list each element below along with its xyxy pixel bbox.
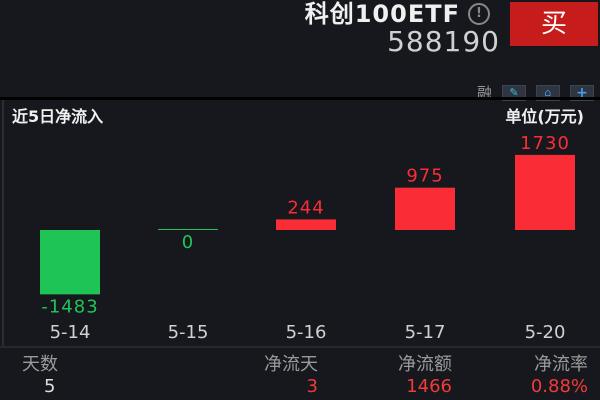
value-label: 975 (406, 166, 443, 187)
bar-5-20 (515, 154, 575, 230)
fund-name: 科创100ETF (304, 0, 460, 28)
panel-title: 近5日净流入 (12, 107, 104, 126)
stat-label-inflow-amount: 净流额 (398, 354, 452, 375)
stat-value-inflow-rate: 0.88% (530, 376, 588, 397)
x-tick-label: 5-15 (168, 322, 209, 343)
bar-5-16 (276, 219, 336, 230)
bar-5-14 (40, 230, 100, 295)
toolbar: 融 ✎ ⌂ + (477, 82, 594, 103)
stat-label-inflow-rate: 净流率 (534, 354, 588, 375)
divider (0, 97, 600, 100)
plus-icon[interactable]: + (570, 84, 594, 101)
divider (0, 346, 600, 348)
stat-value-inflow-amount: 1466 (406, 376, 452, 397)
bar-5-17 (395, 187, 455, 230)
net-inflow-panel (2, 100, 600, 346)
info-circle-icon[interactable]: ! (468, 3, 490, 25)
x-tick-label: 5-17 (405, 322, 446, 343)
value-label: 0 (182, 232, 194, 253)
net-inflow-chart: -1483 5-14 0 5-15 244 5-16 975 5-17 1730 5-20 (40, 133, 575, 343)
x-tick-label: 5-20 (525, 322, 566, 343)
stat-value-days: 5 (44, 376, 56, 397)
value-label: 244 (287, 197, 324, 218)
stat-value-inflow-days: 3 (306, 376, 318, 397)
x-tick-label: 5-16 (286, 322, 327, 343)
unit-label: 单位(万元) (505, 107, 584, 126)
bar-5-15 (158, 229, 218, 230)
stat-label-days: 天数 (22, 354, 58, 375)
pencil-icon[interactable]: ✎ (502, 84, 526, 101)
bell-icon[interactable]: ⌂ (536, 84, 560, 101)
fund-code: 588190 (387, 25, 500, 58)
stat-label-inflow-days: 净流天 (264, 354, 318, 375)
buy-button[interactable]: 买 (510, 2, 598, 46)
x-tick-label: 5-14 (50, 322, 91, 343)
value-label: -1483 (41, 296, 98, 317)
value-label: 1730 (520, 133, 570, 154)
